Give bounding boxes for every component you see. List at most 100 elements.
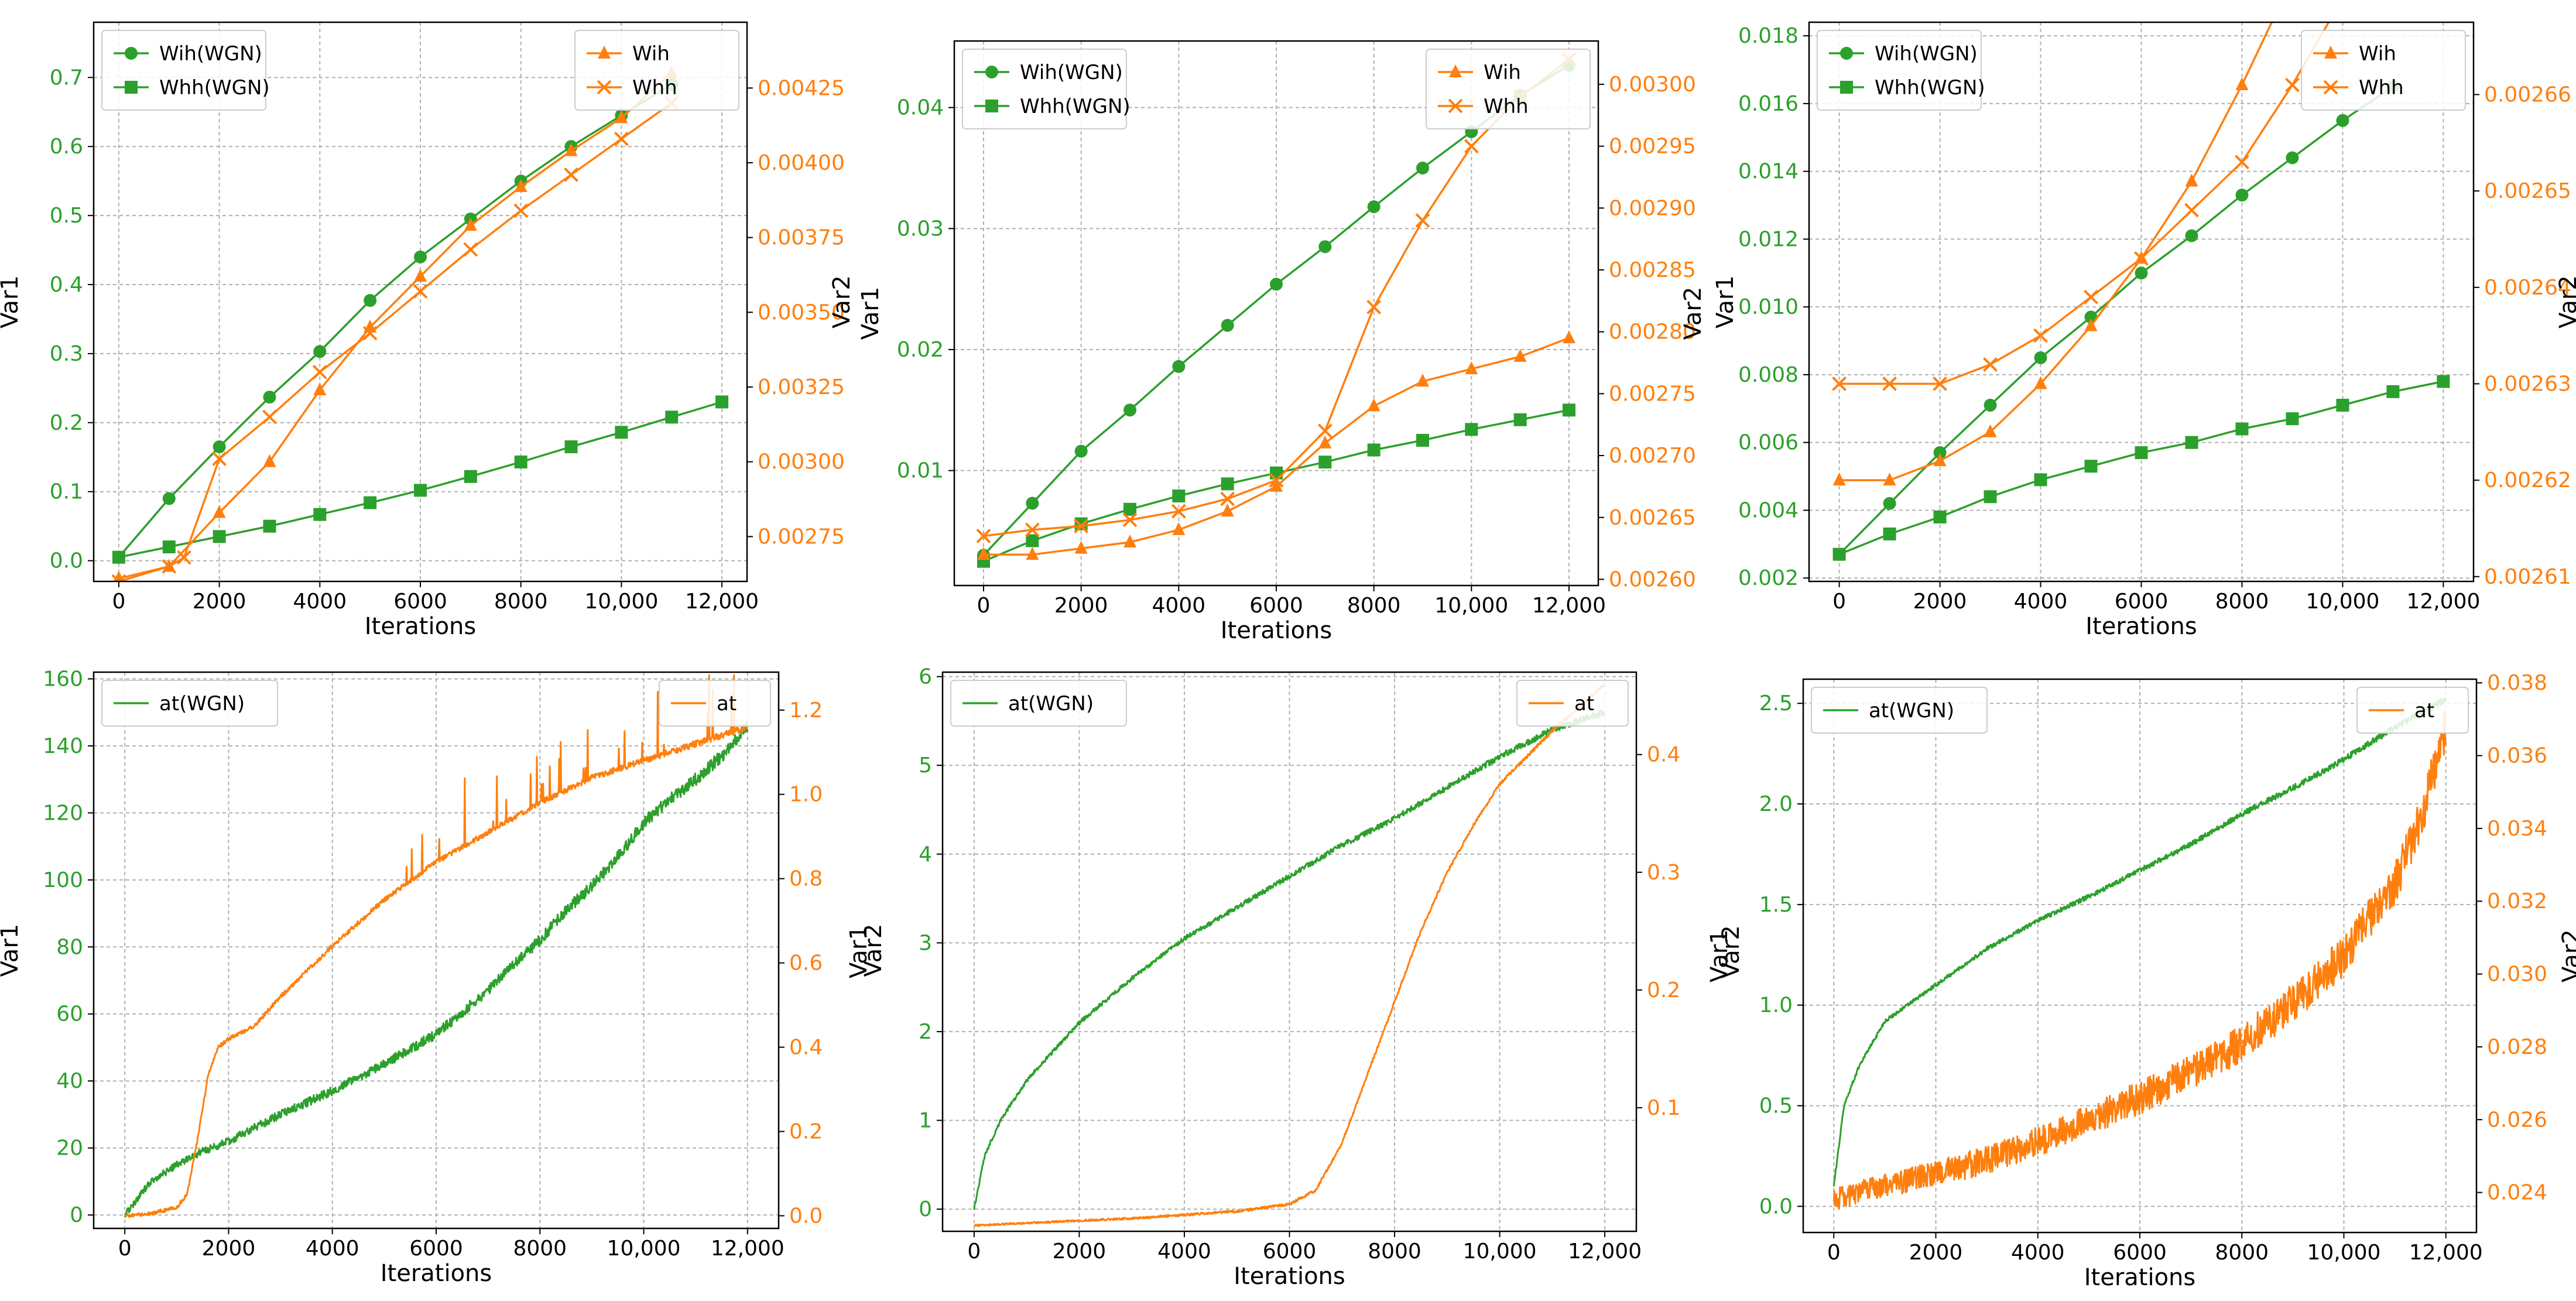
data-point-Whh [1882, 376, 1897, 391]
y-axis-label: Var1 [845, 925, 872, 978]
x-tick-label: 0 [1832, 590, 1846, 614]
y-tick-label: 0.0 [1759, 1194, 1793, 1218]
legend-entry-Whh(WGN)-marker [1840, 81, 1853, 94]
data-point-Whh(WGN) [263, 519, 276, 533]
data-point-Whh(WGN) [2286, 412, 2299, 426]
y-tick-label: 0.018 [1738, 24, 1799, 48]
y2-tick-label: 0.2 [789, 1119, 823, 1143]
y-tick-label: 0.7 [50, 66, 83, 90]
data-point-Whh [177, 550, 191, 565]
y-tick-label: 0.02 [897, 338, 944, 362]
y2-tick-label: 0.6 [789, 951, 823, 975]
data-point-Wih(WGN) [364, 294, 377, 307]
y2-tick-label: 0.00262 [2484, 468, 2571, 492]
data-point-Whh(WGN) [213, 530, 226, 543]
data-point-Wih [1984, 424, 1997, 437]
data-point-Whh [2235, 155, 2249, 170]
data-point-Whh [1983, 357, 1998, 372]
data-point-Whh(WGN) [514, 456, 527, 469]
data-point-Whh(WGN) [1074, 517, 1088, 530]
data-point-Whh [564, 167, 578, 182]
y-tick-label: 0 [70, 1203, 83, 1227]
y-tick-label: 0.6 [50, 135, 83, 159]
legend-entry-Wih(WGN)-marker [1840, 47, 1853, 60]
x-tick-label: 0 [977, 594, 991, 618]
data-point-Whh(WGN) [1026, 534, 1039, 547]
legend-entry-Whh-marker [1448, 98, 1463, 114]
data-point-Wih [1123, 535, 1136, 548]
legend-left: at(WGN) [101, 680, 278, 727]
legend-entry-Wih(WGN)-marker [985, 66, 998, 78]
legend-right: at [2356, 687, 2469, 734]
data-point-Whh(WGN) [2235, 422, 2249, 436]
x-axis-label: Iterations [2085, 613, 2197, 640]
y2-tick-label: 0.024 [2487, 1181, 2547, 1205]
x-axis-label: Iterations [1234, 1263, 1345, 1290]
chart-panel-top-middle: 0 2000 4000 6000 8000 10,000 12,000 0.01 0.02 0.0… [857, 40, 1707, 644]
legend-label: at(WGN) [159, 692, 245, 715]
data-point-Whh [614, 131, 629, 146]
data-point-Wih(WGN) [1074, 444, 1088, 458]
data-point-Wih(WGN) [213, 440, 226, 454]
y2-tick-label: 0.00295 [1609, 135, 1696, 159]
data-point-Whh(WGN) [2336, 399, 2349, 412]
x-tick-label: 6000 [1249, 594, 1303, 618]
data-point-Whh [1025, 522, 1040, 537]
data-point-Whh [1415, 213, 1430, 228]
data-point-Whh(WGN) [1367, 443, 1381, 457]
data-point-Whh(WGN) [715, 395, 729, 409]
y-tick-label: 2.5 [1759, 691, 1793, 715]
series-line-at [973, 683, 1606, 1227]
y-tick-label: 40 [56, 1069, 83, 1093]
x-tick-label: 6000 [2115, 590, 2169, 614]
y2-tick-label: 0.00260 [1609, 567, 1696, 591]
data-point-Whh [413, 284, 428, 299]
legend-label: Wih [2359, 42, 2396, 66]
data-point-Wih [1563, 330, 1575, 344]
data-point-Wih [514, 179, 527, 192]
plot-area [973, 683, 1606, 1227]
series-line-Whh [983, 59, 1570, 537]
y-tick-label: 2 [919, 1020, 932, 1044]
data-point-Wih [313, 382, 327, 396]
y2-tick-label: 0.00400 [758, 151, 845, 175]
data-point-Whh [111, 574, 126, 581]
y2-tick-label: 0.00275 [758, 525, 845, 549]
x-tick-label: 0 [967, 1240, 981, 1264]
y-axis-label: Var1 [0, 924, 23, 977]
data-point-Whh(WGN) [1123, 502, 1136, 516]
y-tick-label: 0.5 [1759, 1094, 1793, 1118]
x-tick-label: 4000 [1157, 1240, 1211, 1264]
y-tick-label: 5 [919, 754, 932, 778]
y2-tick-label: 1.0 [789, 783, 823, 807]
data-point-Wih(WGN) [2034, 351, 2047, 364]
y2-tick-label: 0.00265 [2484, 179, 2571, 203]
y-tick-label: 0.012 [1738, 227, 1799, 251]
y-tick-label: 0 [919, 1197, 932, 1221]
data-point-Whh [1074, 519, 1089, 533]
y2-tick-label: 0.00265 [1609, 506, 1696, 530]
legend-label: Whh(WGN) [159, 76, 270, 100]
legend-entry-Wih-marker [1449, 64, 1462, 77]
y-tick-label: 100 [43, 868, 83, 892]
data-point-Wih [1172, 522, 1186, 535]
chart-panel-bottom-right: 0 2000 4000 6000 8000 10,000 12,000 0.0 0.5 1.0 1.… [1706, 671, 2576, 1291]
y2-tick-label: 0.032 [2487, 889, 2547, 913]
y2-axis-label: Var2 [828, 275, 855, 328]
x-tick-label: 4000 [1152, 594, 1206, 618]
y2-tick-label: 0.00300 [1609, 73, 1696, 97]
y-tick-label: 0.0 [50, 549, 83, 573]
y2-tick-label: 0.030 [2487, 963, 2547, 987]
data-point-Wih [1026, 547, 1039, 560]
x-tick-label: 8000 [1368, 1240, 1421, 1264]
legend-box [1426, 49, 1591, 129]
legend-entry-Wih-marker [598, 46, 611, 59]
data-point-Wih [1318, 435, 1332, 448]
data-point-Whh(WGN) [112, 550, 125, 564]
data-point-Wih(WGN) [1367, 200, 1381, 214]
data-point-Wih(WGN) [1318, 240, 1332, 254]
data-point-Whh(WGN) [1172, 489, 1186, 503]
data-point-Wih(WGN) [1123, 403, 1136, 417]
legend-label: at [1574, 692, 1594, 715]
